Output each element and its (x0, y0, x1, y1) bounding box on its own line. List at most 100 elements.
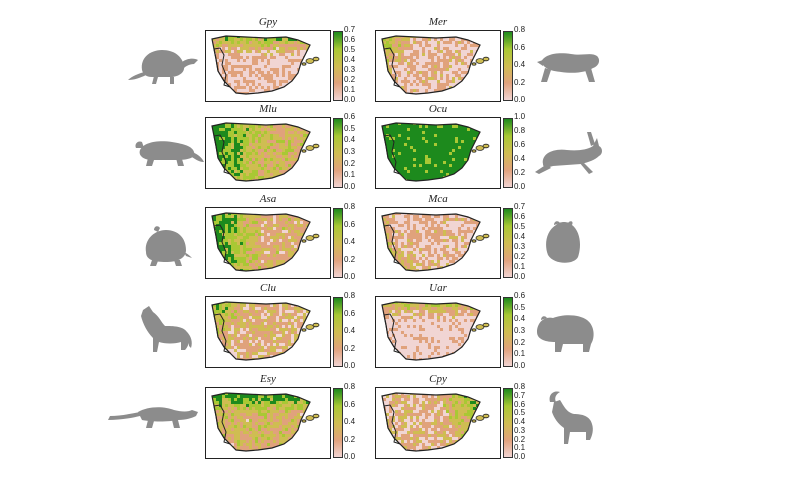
probability-cell (383, 74, 386, 77)
probability-cell (407, 233, 410, 236)
probability-cell (401, 233, 404, 236)
probability-cell (249, 176, 252, 179)
probability-cell (264, 355, 267, 358)
probability-cell (261, 254, 264, 257)
probability-cell (382, 134, 383, 137)
probability-cell (410, 41, 413, 44)
probability-cell (404, 140, 407, 143)
probability-cell (252, 248, 255, 251)
probability-cell (443, 221, 446, 224)
probability-cell (246, 313, 249, 316)
probability-cell (395, 137, 398, 140)
probability-cell (437, 56, 440, 59)
probability-cell (234, 53, 237, 56)
probability-cell (458, 176, 461, 179)
probability-cell (282, 80, 285, 83)
probability-cell (279, 233, 282, 236)
probability-cell (285, 346, 288, 349)
probability-cell (231, 44, 234, 47)
probability-cell (225, 245, 228, 248)
probability-cell (279, 68, 282, 71)
probability-cell (398, 44, 401, 47)
probability-cell (255, 337, 258, 340)
probability-cell (476, 173, 479, 176)
probability-cell (216, 176, 219, 179)
probability-cell (449, 83, 452, 86)
probability-cell (246, 355, 249, 358)
probability-cell (279, 313, 282, 316)
probability-cell (234, 143, 237, 146)
probability-cell (258, 313, 261, 316)
probability-cell (416, 164, 419, 167)
probability-cell (455, 56, 458, 59)
probability-cell (225, 164, 228, 167)
probability-cell (213, 302, 216, 304)
probability-cell (395, 44, 398, 47)
probability-cell (404, 239, 407, 242)
probability-cell (407, 149, 410, 152)
probability-cell (452, 266, 455, 269)
probability-cell (303, 337, 306, 340)
probability-cell (431, 263, 434, 266)
probability-cell (297, 233, 300, 236)
probability-cell (246, 319, 249, 322)
probability-cell (264, 164, 267, 167)
colorbar-tick-label: 0.8 (344, 202, 356, 211)
probability-cell (300, 140, 303, 143)
probability-cell (479, 123, 480, 125)
probability-cell (234, 307, 237, 310)
probability-cell (434, 83, 437, 86)
probability-cell (300, 176, 303, 179)
probability-cell (431, 257, 434, 260)
probability-cell (258, 170, 261, 173)
probability-cell (383, 123, 386, 125)
probability-cell (464, 137, 467, 140)
probability-cell (297, 65, 300, 68)
probability-cell (222, 343, 225, 346)
probability-cell (410, 134, 413, 137)
probability-cell (270, 248, 273, 251)
probability-cell (401, 257, 404, 260)
probability-cell (422, 176, 425, 179)
probability-cell (470, 134, 473, 137)
probability-cell (443, 251, 446, 254)
probability-cell (446, 128, 449, 131)
probability-cell (216, 92, 219, 94)
probability-cell (234, 233, 237, 236)
probability-cell (261, 83, 264, 86)
probability-cell (249, 254, 252, 257)
probability-cell (291, 123, 294, 125)
probability-cell (255, 248, 258, 251)
probability-cell (285, 74, 288, 77)
probability-cell (273, 260, 276, 263)
probability-cell (231, 36, 234, 38)
probability-cell (282, 236, 285, 239)
probability-cell (249, 355, 252, 358)
probability-cell (264, 340, 267, 343)
probability-cell (255, 128, 258, 131)
probability-cell (255, 260, 258, 263)
probability-cell (434, 233, 437, 236)
probability-cell (455, 140, 458, 143)
probability-cell (288, 227, 291, 230)
probability-cell (276, 71, 279, 74)
probability-cell (228, 179, 231, 181)
probability-cell (276, 41, 279, 44)
probability-cell (252, 343, 255, 346)
probability-cell (291, 328, 294, 331)
probability-cell (237, 224, 240, 227)
probability-cell (246, 143, 249, 146)
probability-cell (413, 230, 416, 233)
probability-cell (392, 77, 395, 80)
probability-cell (410, 68, 413, 71)
probability-cell (458, 125, 461, 128)
probability-cell (294, 230, 297, 233)
probability-cell (389, 146, 392, 149)
probability-cell (282, 304, 285, 307)
probability-cell (243, 230, 246, 233)
probability-cell (473, 236, 476, 239)
probability-cell (443, 248, 446, 251)
probability-cell (258, 251, 261, 254)
probability-cell (270, 56, 273, 59)
probability-cell (270, 164, 273, 167)
